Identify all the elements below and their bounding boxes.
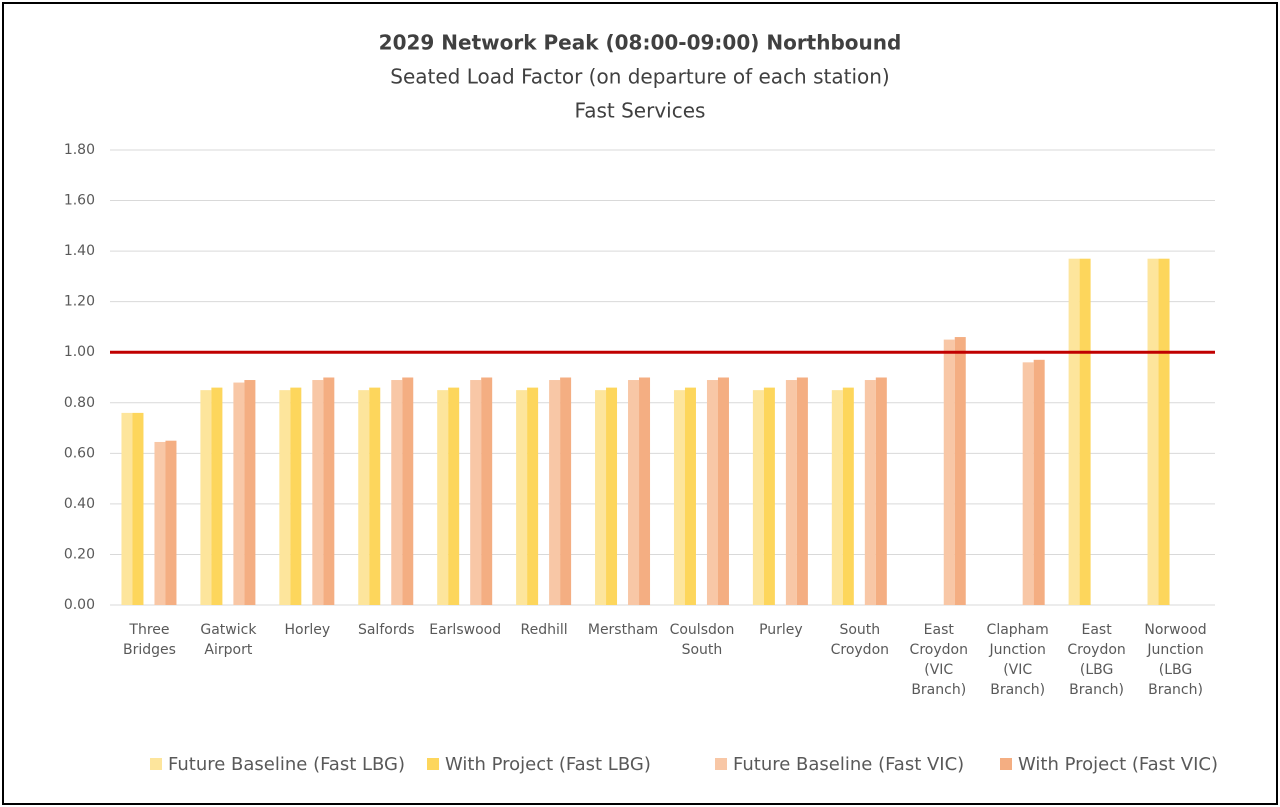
legend-label: Future Baseline (Fast VIC) [733,754,964,775]
bar [323,377,335,605]
bar [560,377,572,605]
bar [684,387,696,605]
bar [358,390,370,605]
bar [763,387,775,605]
bar [875,377,887,605]
bar [606,387,618,605]
bar [437,390,449,605]
bar [391,380,403,605]
bar [402,377,414,605]
bar [595,390,607,605]
bar [796,377,808,605]
y-tick-label: 0.40 [64,496,95,512]
bar [369,387,381,605]
x-tick-label: Clapham Junction (VIC Branch) [987,622,1049,698]
x-tick-label: Redhill [521,622,568,638]
legend-swatch [427,758,439,770]
bar [1068,258,1080,605]
bar [290,387,302,605]
bar [785,380,797,605]
bar [1022,362,1034,605]
bar [943,339,955,605]
y-tick-label: 1.20 [64,294,95,310]
bar [233,382,245,605]
x-tick-label: South Croydon [831,622,889,658]
legend-swatch [150,758,162,770]
legend-swatch [1000,758,1012,770]
x-tick-label: Salfords [358,622,415,638]
bar [1147,258,1159,605]
legend-label: With Project (Fast VIC) [1018,754,1218,775]
bar [717,377,729,605]
x-tick-label: Merstham [588,622,658,638]
y-tick-label: 0.00 [64,597,95,613]
bar [448,387,460,605]
bar [864,380,876,605]
bar [1079,258,1091,605]
x-tick-label: Three Bridges [123,622,176,658]
bar [154,441,166,605]
bar [527,387,539,605]
x-tick-label: East Croydon (LBG Branch) [1067,622,1125,698]
bar [211,387,223,605]
bar [516,390,528,605]
bar [481,377,493,605]
y-tick-label: 0.60 [64,445,95,461]
bar [673,390,685,605]
bar [132,412,144,605]
bar [244,380,256,605]
chart-title: 2029 Network Peak (08:00-09:00) Northbou… [379,31,902,55]
x-tick-label: Gatwick Airport [200,622,257,658]
y-tick-label: 1.80 [64,142,95,158]
x-tick-label: Earlswood [429,622,501,638]
x-tick-label: Norwood Junction (LBG Branch) [1144,622,1206,698]
bar [752,390,764,605]
y-tick-label: 1.60 [64,193,95,209]
bar [831,390,843,605]
bar [200,390,212,605]
bar [549,380,561,605]
bar [470,380,482,605]
x-tick-label: Purley [759,622,803,638]
bar [1158,258,1170,605]
bar [842,387,854,605]
y-tick-label: 0.80 [64,395,95,411]
x-tick-label: Horley [285,622,331,638]
y-tick-label: 1.40 [64,243,95,259]
x-tick-label: Coulsdon South [670,622,735,658]
bar [639,377,651,605]
bar [1033,359,1045,605]
bar [312,380,324,605]
chart-subtitle: Seated Load Factor (on departure of each… [390,65,889,89]
x-tick-label: East Croydon (VIC Branch) [910,622,968,698]
bar [121,412,133,605]
legend-swatch [715,758,727,770]
bar [165,440,177,605]
y-tick-label: 0.20 [64,546,95,562]
bar [954,337,966,605]
bar [628,380,640,605]
legend-label: Future Baseline (Fast LBG) [168,754,405,775]
bar [279,390,291,605]
bar [706,380,718,605]
y-tick-label: 1.00 [64,344,95,360]
chart-subtitle: Fast Services [575,99,706,123]
legend-label: With Project (Fast LBG) [445,754,651,775]
